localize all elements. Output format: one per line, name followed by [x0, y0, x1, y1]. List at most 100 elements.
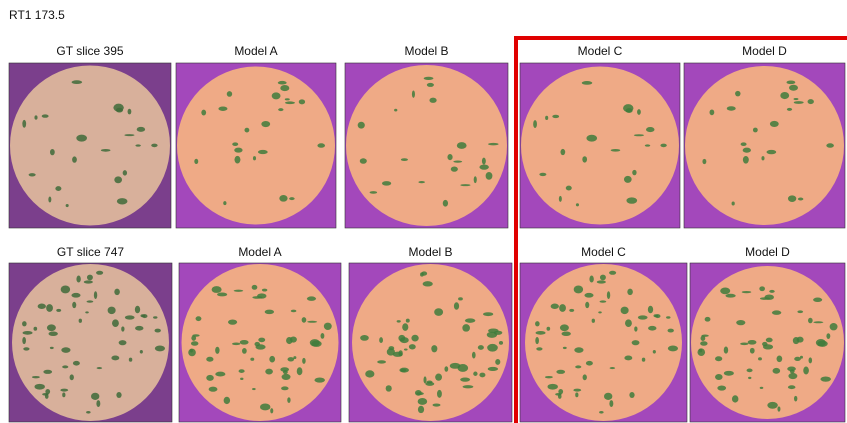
pore: [297, 367, 303, 375]
pore: [773, 368, 781, 374]
pore: [666, 316, 670, 318]
pore: [576, 203, 579, 206]
pore: [240, 378, 243, 380]
pore: [311, 341, 321, 347]
pore: [285, 101, 295, 104]
pore: [748, 340, 757, 345]
pore: [262, 289, 267, 292]
pore: [56, 309, 61, 312]
pore: [582, 156, 587, 162]
pore: [151, 144, 157, 148]
pore: [278, 108, 283, 111]
pore: [431, 345, 437, 352]
pore: [574, 347, 583, 353]
pore: [196, 316, 202, 321]
pore: [140, 350, 143, 354]
pore: [252, 388, 256, 390]
pore: [597, 280, 606, 283]
pore: [404, 348, 408, 350]
pore: [813, 321, 823, 323]
pore: [281, 386, 288, 390]
pore: [582, 81, 593, 85]
pore: [307, 321, 317, 323]
pore: [261, 121, 270, 127]
pore: [705, 317, 711, 322]
pore: [321, 333, 325, 339]
pore: [112, 319, 119, 327]
pore: [307, 296, 316, 301]
pore: [648, 326, 656, 331]
pore: [794, 357, 801, 361]
pore: [228, 319, 237, 324]
pore: [743, 156, 749, 164]
pore: [808, 318, 813, 324]
pore: [573, 389, 581, 392]
pore: [547, 327, 551, 331]
pore: [624, 355, 632, 360]
sample-disk: [525, 264, 682, 421]
pore: [234, 156, 240, 164]
pore: [794, 101, 804, 104]
pore: [727, 106, 736, 110]
pore: [22, 120, 26, 128]
pore: [803, 367, 809, 375]
pore: [743, 148, 751, 153]
pore: [460, 377, 470, 381]
panel-label: Model B: [408, 245, 452, 259]
pore: [252, 285, 258, 290]
pore: [280, 367, 289, 372]
pore: [317, 143, 325, 148]
pore: [560, 149, 565, 155]
pore: [191, 335, 196, 340]
pore: [96, 271, 103, 275]
pore: [153, 316, 157, 318]
sample-disk: [346, 65, 507, 226]
pore: [429, 98, 436, 103]
pore: [239, 369, 245, 373]
pore: [789, 85, 798, 91]
sample-disk: [12, 264, 169, 421]
pore: [478, 345, 484, 350]
pore: [265, 369, 273, 375]
pore: [798, 198, 803, 201]
pore: [140, 314, 145, 317]
pore: [717, 385, 726, 390]
pore: [232, 343, 240, 346]
pore: [370, 191, 378, 194]
pore: [365, 370, 374, 377]
pore: [447, 154, 452, 160]
pore: [788, 385, 795, 389]
page: {"title": "RT1 173.5", "rows": [ {"label…: [0, 0, 847, 423]
pore: [269, 356, 275, 363]
pore: [62, 393, 65, 398]
sample-disk: [177, 67, 335, 225]
pore: [787, 367, 796, 372]
pore: [424, 77, 434, 80]
pore: [437, 390, 442, 398]
pore: [742, 291, 752, 293]
panel-label: Model D: [745, 245, 790, 259]
pore: [76, 276, 80, 283]
pore: [42, 114, 49, 117]
pore: [558, 389, 563, 394]
pore: [483, 312, 493, 316]
pore: [50, 149, 55, 155]
pore: [61, 286, 70, 294]
pore: [49, 331, 58, 336]
pore: [786, 81, 795, 85]
pore: [566, 186, 572, 191]
pore: [598, 311, 602, 313]
panel-label: GT slice 747: [57, 245, 124, 259]
panel-label: GT slice 395: [56, 44, 123, 58]
pore: [114, 289, 120, 295]
pore: [777, 355, 783, 362]
pore: [137, 127, 145, 132]
pore: [788, 373, 797, 379]
pore: [302, 358, 306, 364]
panel-label: Model C: [581, 245, 626, 259]
pore: [809, 357, 813, 363]
pore: [820, 376, 830, 381]
panel-label: Model A: [234, 44, 277, 58]
pore: [451, 167, 458, 172]
pore: [252, 296, 262, 299]
